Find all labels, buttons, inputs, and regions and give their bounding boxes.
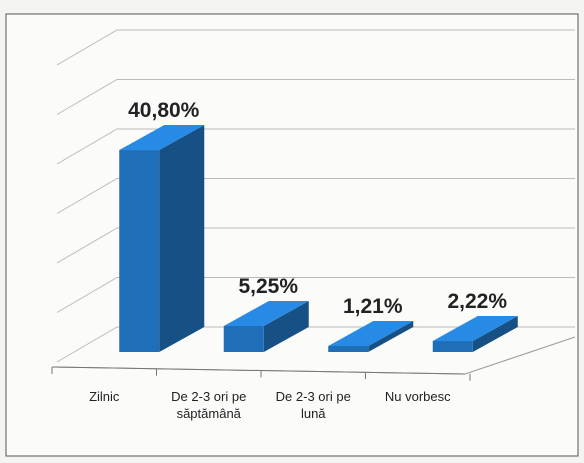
x-tick-label: Zilnic (89, 389, 120, 404)
bar-top (223, 301, 309, 327)
bar-side (159, 125, 205, 352)
bar-top (328, 321, 414, 347)
bar-side (368, 321, 414, 352)
bar (328, 346, 369, 352)
value-label: 2,22% (447, 290, 507, 313)
value-label: 5,25% (238, 275, 298, 298)
value-label: 40,80% (128, 99, 200, 122)
grid-line (56, 128, 575, 165)
bar (432, 341, 473, 352)
value-label: 1,21% (343, 295, 403, 318)
chart-frame (5, 13, 579, 457)
bar-side (263, 301, 309, 352)
grid-line (56, 79, 575, 115)
x-tick-label: De 2-3 ori pe săptămână (171, 389, 247, 421)
bar-side (472, 316, 518, 352)
grid-line (56, 29, 575, 66)
bar (223, 326, 264, 352)
x-tick-label: Nu vorbesc (384, 389, 451, 404)
grid-line (56, 227, 575, 264)
grid-line (56, 277, 575, 313)
bar (119, 150, 160, 352)
x-axis (51, 366, 466, 375)
bar-top (432, 316, 518, 342)
bar-top (119, 125, 205, 151)
x-tick-label: De 2-3 ori pe lună (275, 389, 351, 421)
grid-line (56, 326, 575, 363)
grid-line (56, 178, 575, 214)
